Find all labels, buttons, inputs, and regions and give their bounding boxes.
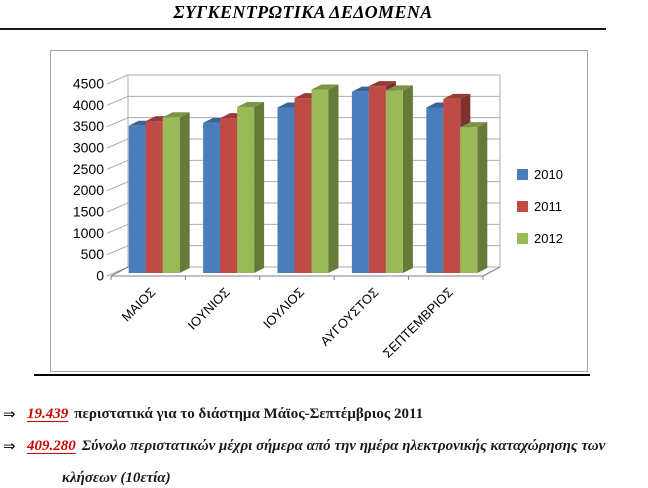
legend-label-2011: 2011 [534, 199, 562, 214]
svg-text:ΙΟΥΛΙΟΣ: ΙΟΥΛΙΟΣ [260, 285, 307, 332]
note-1-text: περιστατικά για το διάστημα Μάϊος-Σεπτέμ… [74, 406, 424, 422]
summary-notes: ⇒ 19.439 περιστατικά για το διάστημα Μάϊο… [3, 404, 645, 488]
svg-text:4000: 4000 [73, 97, 104, 113]
svg-text:2000: 2000 [73, 182, 104, 198]
note-2-number: 409.280 [27, 438, 76, 454]
chart-bottom-rule [34, 374, 590, 376]
note-1-body: 19.439 περιστατικά για το διάστημα Μάϊος-… [27, 404, 423, 425]
svg-text:1000: 1000 [73, 225, 104, 241]
note-2-continuation: κλήσεων (10ετία) [62, 470, 171, 486]
note-2: ⇒ 409.280 Σύνολο περιστατικών μέχρι σήμερ… [3, 436, 645, 457]
legend-item-2010: 2010 [517, 167, 563, 182]
legend-swatch-2012 [517, 233, 528, 244]
chart-axes [110, 266, 501, 280]
legend-swatch-2010 [517, 169, 528, 180]
note-2-text: Σύνολο περιστατικών μέχρι σήμερα από την… [81, 438, 606, 454]
chart-bars [128, 81, 488, 274]
note-1: ⇒ 19.439 περιστατικά για το διάστημα Μάϊο… [3, 404, 645, 425]
svg-text:ΜΑΙΟΣ: ΜΑΙΟΣ [119, 285, 159, 325]
svg-text:1500: 1500 [73, 204, 104, 220]
chart-legend: 2010 2011 2012 [517, 167, 563, 246]
svg-text:ΑΥΓΟΥΣΤΟΣ: ΑΥΓΟΥΣΤΟΣ [317, 285, 381, 349]
legend-label-2012: 2012 [534, 231, 563, 246]
svg-text:3500: 3500 [73, 118, 104, 134]
note-1-number: 19.439 [27, 406, 69, 422]
title-underline-rule [0, 28, 606, 30]
svg-text:ΣΕΠΤΕΜΒΡΙΟΣ: ΣΕΠΤΕΜΒΡΙΟΣ [380, 285, 456, 361]
note-2-body: 409.280 Σύνολο περιστατικών μέχρι σήμερα … [27, 436, 605, 457]
clustered-column-chart: 0 500 1000 1500 2000 2500 3000 3500 4000 4500 ΜΑΙΟ… [73, 74, 501, 361]
legend-label-2010: 2010 [534, 167, 563, 182]
chart-frame: 0 500 1000 1500 2000 2500 3000 3500 4000 4500 ΜΑΙΟ… [50, 50, 588, 372]
legend-swatch-2011 [517, 201, 528, 212]
page-title: ΣΥΓΚΕΝΤΡΩΤΙΚΑ ΔΕΔΟΜΕΝΑ [173, 2, 433, 22]
svg-text:3000: 3000 [73, 140, 104, 156]
double-arrow-icon: ⇒ [3, 405, 16, 423]
double-arrow-icon: ⇒ [3, 437, 16, 455]
svg-text:2500: 2500 [73, 161, 104, 177]
svg-text:500: 500 [81, 246, 105, 262]
legend-item-2011: 2011 [517, 199, 563, 214]
svg-text:0: 0 [96, 268, 104, 284]
svg-text:ΙΟΥΝΙΟΣ: ΙΟΥΝΙΟΣ [185, 285, 233, 333]
legend-item-2012: 2012 [517, 231, 563, 246]
svg-text:4500: 4500 [73, 76, 104, 92]
